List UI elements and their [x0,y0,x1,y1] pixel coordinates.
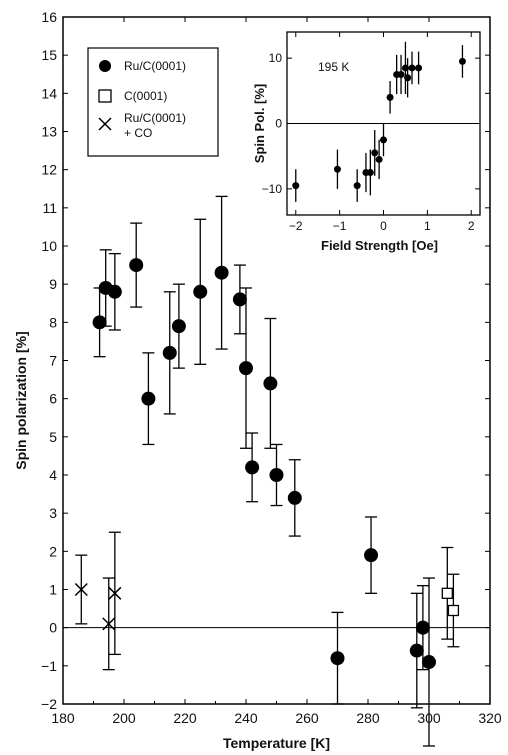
inset-x-tick-label: −2 [289,219,303,233]
legend-marker [99,60,111,72]
inset-y-axis-label: Spin Pol. [%] [252,84,267,163]
y-tick-label: 9 [49,276,57,292]
ru-c-point [171,319,186,334]
y-tick-label: −2 [41,696,57,712]
inset-x-tick-label: 0 [380,219,387,233]
legend-label: + CO [124,126,152,140]
y-tick-label: 3 [49,505,57,521]
ru-c-co-point [102,617,116,631]
ru-c-point [129,258,144,273]
legend-label: C(0001) [124,89,167,103]
y-tick-label: 0 [49,620,57,636]
inset-point [353,182,361,190]
y-tick-label: 1 [49,582,57,598]
inset-x-tick-label: 2 [468,219,475,233]
inset-x-tick-label: 1 [424,219,431,233]
ru-c-point [287,490,302,505]
inset-x-axis-label: Field Strength [Oe] [321,238,438,253]
y-tick-label: 4 [49,467,57,483]
ru-c-point [232,292,247,307]
y-tick-label: 15 [41,47,57,63]
ru-c-point [239,361,253,376]
x-axis-label: Temperature [K] [223,735,330,751]
inset-y-tick-label: 10 [269,51,283,65]
ru-c-point [245,460,260,475]
inset-point [375,155,383,163]
inset-point [292,182,300,190]
inset-point [371,149,379,157]
inset-point [333,165,341,173]
y-tick-label: 10 [41,238,57,254]
y-tick-label: 7 [49,353,57,369]
inset-point [366,169,374,177]
ru-c-point [364,548,379,563]
x-marker-stroke [74,582,88,597]
y-tick-label: 6 [49,391,57,407]
y-tick-label: 2 [49,543,57,559]
y-tick-label: 16 [41,9,57,25]
y-tick-label: 5 [49,429,57,445]
inset-temperature-annotation: 195 K [318,60,349,74]
y-tick-label: 11 [42,200,57,216]
inset-point [415,64,423,72]
x-tick-label: 240 [234,710,258,726]
ru-c-co-point [108,586,122,600]
x-tick-label: 280 [356,710,380,726]
inset-y-tick-label: −10 [262,182,283,196]
ru-c-point [422,655,436,670]
legend-label: Ru/C(0001) [124,59,186,73]
ru-c-point [162,345,177,360]
c0001-point [447,604,460,617]
ru-c-point [415,620,430,635]
y-tick-label: 8 [49,314,57,330]
inset-point [380,136,387,144]
x-tick-label: 320 [478,710,502,726]
legend-marker [98,89,112,103]
inset-point [404,74,412,82]
inset-point [397,70,405,78]
x-marker-stroke [98,117,112,131]
inset-x-tick-label: −1 [333,219,347,233]
ru-c-co-point [74,582,88,597]
x-tick-label: 260 [295,710,319,726]
legend-label: Ru/C(0001) [124,111,186,125]
inset-point [386,93,394,101]
inset-point [408,64,416,72]
y-tick-label: 12 [41,162,57,178]
ru-c-point [269,468,284,482]
ru-c-point [141,391,156,406]
y-axis-label: Spin polarization [%] [13,331,29,469]
x-tick-label: 220 [173,710,197,726]
ru-c-point [409,643,424,658]
ru-c-point [214,265,229,280]
ru-c-point [263,376,278,391]
ru-c-point [107,284,122,299]
c0001-point [441,587,453,599]
ru-c-point [330,651,345,666]
x-marker-stroke [102,617,116,631]
x-marker-stroke [108,586,122,600]
y-tick-label: 13 [41,124,57,140]
y-tick-label: −1 [41,658,57,674]
inset-point [458,57,466,65]
ru-c-point [193,284,208,299]
x-tick-label: 200 [112,710,136,726]
ru-c-point [92,315,107,330]
legend: Ru/C(0001)C(0001)Ru/C(0001)+ CO [87,47,219,157]
y-tick-label: 14 [41,85,57,101]
inset-y-tick-label: 0 [275,117,282,131]
legend-marker [98,117,112,131]
x-tick-label: 180 [51,710,75,726]
